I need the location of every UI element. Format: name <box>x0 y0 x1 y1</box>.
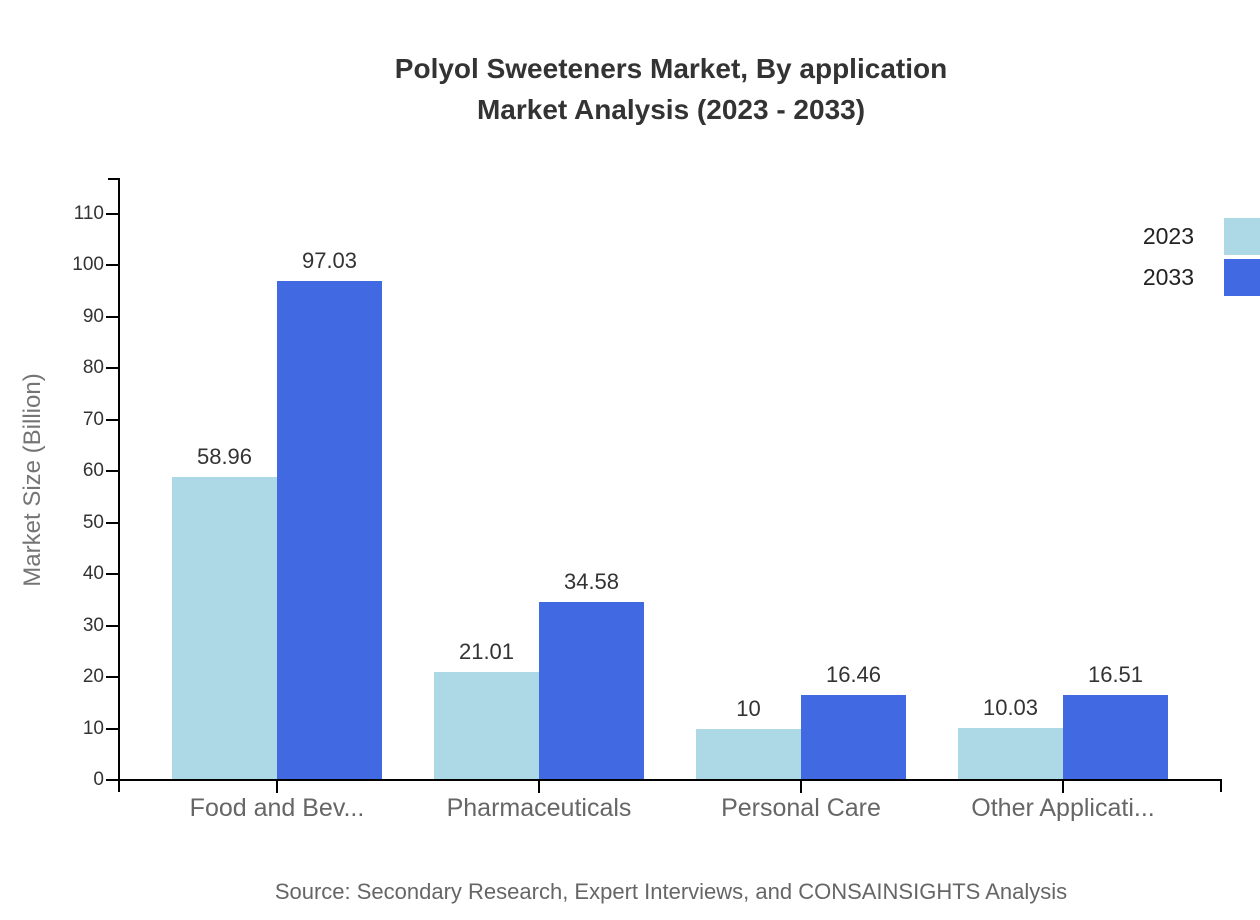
y-tick <box>106 624 118 627</box>
y-axis-end-tick <box>108 178 120 180</box>
bar-value-label: 34.58 <box>563 569 620 595</box>
y-tick-label: 70 <box>82 408 104 430</box>
bar-value-label: 21.01 <box>458 638 515 664</box>
y-tick <box>106 264 118 267</box>
x-axis-end-tick <box>1220 779 1222 792</box>
y-tick <box>106 315 118 318</box>
x-tick <box>276 781 278 793</box>
y-tick-label: 30 <box>82 614 104 636</box>
y-tick <box>106 779 118 781</box>
y-tick <box>106 367 118 370</box>
bar-value-label: 58.96 <box>196 443 253 469</box>
y-tick-label: 80 <box>82 357 104 379</box>
source-note: Source: Secondary Research, Expert Inter… <box>274 879 1068 904</box>
bar <box>172 476 277 780</box>
y-tick-label: 100 <box>72 254 104 276</box>
y-tick-label: 60 <box>82 460 104 482</box>
chart-title: Polyol Sweeteners Market, By application… <box>120 48 1222 130</box>
y-tick <box>106 727 118 730</box>
y-tick-label: 90 <box>82 305 104 327</box>
x-axis-category-label: Pharmaceuticals <box>446 794 632 822</box>
x-tick <box>800 781 802 793</box>
chart-title-line1: Polyol Sweeteners Market, By application <box>394 53 948 84</box>
legend: 2023 2033 <box>1134 218 1260 296</box>
y-tick-label: 40 <box>82 563 104 585</box>
bar-value-label: 10.03 <box>982 695 1039 721</box>
bar-value-label: 16.51 <box>1087 662 1144 688</box>
legend-swatch <box>1224 259 1260 296</box>
y-tick <box>106 573 118 576</box>
y-tick-label: 20 <box>82 666 104 688</box>
legend-label: 2033 <box>1142 264 1194 290</box>
legend-swatch <box>1224 218 1260 255</box>
bar <box>1063 695 1168 780</box>
bar <box>539 602 644 780</box>
y-tick <box>106 470 118 473</box>
y-tick-label: 0 <box>93 769 104 790</box>
x-axis-category-label: Other Applicati... <box>971 794 1155 822</box>
bar-value-label: 10 <box>736 695 761 721</box>
y-tick-label: 110 <box>73 203 104 224</box>
bar <box>696 728 801 780</box>
bar <box>958 728 1063 780</box>
y-axis-line <box>118 178 120 792</box>
x-tick <box>1062 781 1064 793</box>
x-axis-category-label: Food and Bev... <box>189 794 365 822</box>
y-tick-label: 10 <box>82 717 104 739</box>
legend-label: 2023 <box>1142 223 1194 249</box>
bar <box>434 671 539 780</box>
chart-title-line2: Market Analysis (2023 - 2033) <box>476 94 866 125</box>
bar <box>801 695 906 780</box>
x-tick <box>538 781 540 793</box>
legend-item: 2023 <box>1134 218 1260 255</box>
y-tick-label: 50 <box>82 511 104 533</box>
bar-value-label: 16.46 <box>825 662 882 688</box>
y-tick <box>106 521 118 524</box>
y-tick <box>106 676 118 679</box>
bar-value-label: 97.03 <box>301 247 358 273</box>
y-tick <box>106 418 118 421</box>
y-tick <box>106 213 118 215</box>
legend-item: 2033 <box>1134 259 1260 296</box>
x-axis-line <box>120 779 1222 781</box>
bar <box>277 280 382 780</box>
x-axis-category-label: Personal Care <box>721 794 881 822</box>
